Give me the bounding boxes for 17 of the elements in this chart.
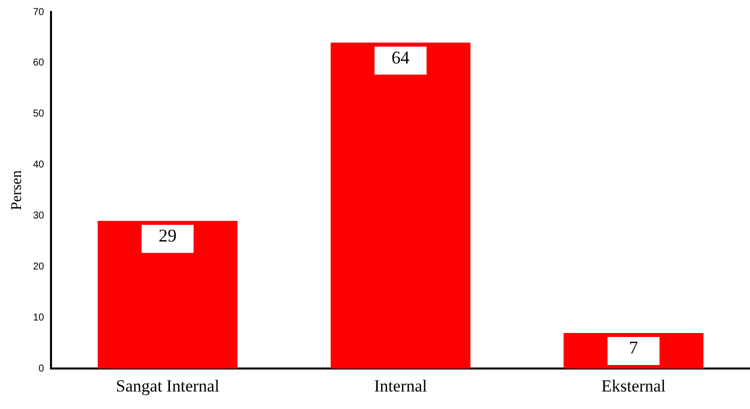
- bar: [98, 220, 238, 369]
- y-tick-label: 10: [33, 312, 45, 324]
- bar: [330, 42, 470, 369]
- data-label: 64: [392, 47, 410, 68]
- y-tick-label: 40: [33, 160, 45, 171]
- data-label: 29: [158, 226, 177, 246]
- x-tick-label: Sangat Internal: [116, 376, 220, 396]
- y-tick-label: 20: [33, 261, 45, 272]
- y-tick-label: 60: [33, 58, 45, 69]
- x-tick-label: Eksternal: [601, 376, 666, 396]
- y-axis-title: Persen: [8, 170, 25, 210]
- y-tick-label: 0: [38, 363, 45, 374]
- y-tick-label: 70: [33, 6, 45, 18]
- x-tick-label: Internal: [374, 376, 428, 396]
- y-tick-label: 50: [33, 108, 45, 120]
- data-label: 7: [629, 338, 638, 358]
- y-tick-label: 30: [33, 210, 45, 222]
